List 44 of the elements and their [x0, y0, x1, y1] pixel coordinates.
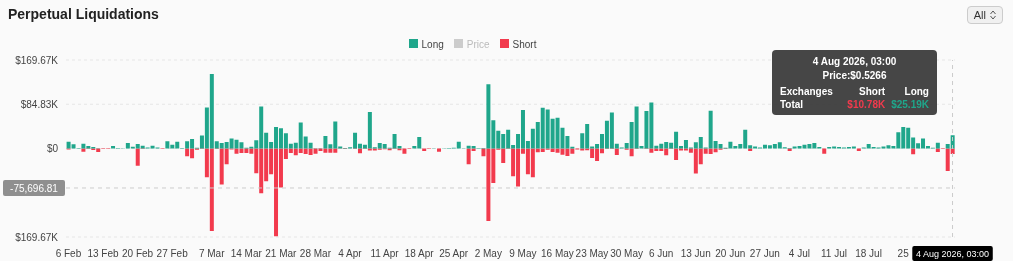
legend-label: Long: [421, 39, 444, 50]
x-tick-label: 14 Mar: [230, 248, 263, 259]
y-tick-label: $84.83K: [20, 98, 59, 110]
x-tick-label: 4 Apr: [338, 248, 363, 259]
x-tick-label: 9 May: [509, 248, 537, 259]
dropdown-button: All: [966, 6, 1003, 24]
annotation: $25.19K: [890, 99, 929, 110]
y-tick-label: $169.67K: [15, 54, 59, 66]
x-tick-label: 20 Feb: [122, 248, 154, 259]
x-tick-label: 20 Jun: [715, 248, 746, 259]
x-tick-label: 6 Jun: [648, 248, 674, 259]
x-tick-label: 4 Aug 2026, 03:00: [915, 249, 990, 259]
x-tick-label: 11 Jul: [821, 248, 847, 259]
x-tick-label: 4 Jul: [788, 248, 810, 259]
x-tick-label: 23 May: [575, 248, 609, 259]
annotation: Price:$0.5266: [821, 69, 888, 83]
annotation: Short: [858, 86, 886, 97]
x-tick-label: 25 Apr: [439, 248, 469, 259]
y-tick-label: $0: [46, 143, 59, 155]
x-tick-label: 2 May: [474, 248, 502, 259]
x-tick-label: 30 May: [610, 248, 643, 259]
x-tick-label: 13 Jun: [680, 248, 711, 259]
x-tick-label: 11 Apr: [370, 248, 400, 259]
chart-title: Perpetual Liquidations: [8, 6, 159, 22]
annotation: Exchanges: [780, 86, 834, 97]
x-tick-label: 18 Jul: [855, 248, 882, 259]
annotation: 4 Aug 2026, 03:00: [811, 55, 898, 69]
x-tick-label: 16 May: [541, 248, 574, 259]
annotation: Long: [903, 86, 929, 97]
x-tick-label: 27 Feb: [156, 248, 189, 259]
x-tick-label: 13 Feb: [87, 248, 120, 259]
x-tick-label: 28 Mar: [299, 248, 332, 259]
x-tick-label: 21 Mar: [265, 248, 298, 259]
legend-label: Price: [466, 39, 490, 50]
legend-label: Short: [512, 39, 537, 50]
x-tick-label: 7 Mar: [198, 248, 226, 259]
x-tick-label: 27 Jun: [749, 248, 780, 259]
x-tick-label: 18 Apr: [404, 248, 435, 259]
y-tick-label: $169.67K: [15, 231, 59, 243]
ref-line-label: -75,696.81: [10, 182, 59, 194]
x-tick-label: 6 Feb: [55, 248, 82, 259]
x-tick-label: 25: [897, 248, 910, 259]
annotation: $10.78K: [846, 99, 886, 110]
annotation: Total: [780, 99, 805, 110]
